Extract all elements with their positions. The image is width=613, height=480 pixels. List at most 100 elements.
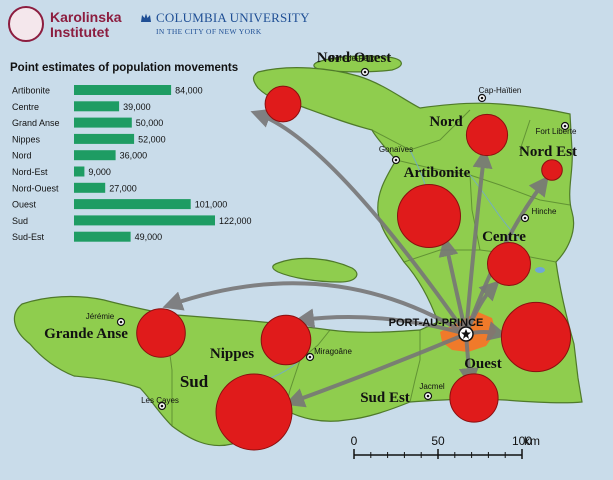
- city-miragoane: Miragoâne: [305, 347, 352, 362]
- karolinska-name: Karolinska Institutet: [50, 9, 122, 40]
- bar-category-ouest: Ouest: [12, 200, 37, 210]
- arrow-to-nippes: [294, 308, 468, 336]
- bar-sud-est: [74, 231, 131, 242]
- city-dot-hinche: [523, 216, 527, 220]
- bar-value-nord: 36,000: [120, 151, 148, 161]
- city-label-jacmel: Jacmel: [419, 382, 445, 391]
- city-dot-jeremie: [119, 320, 123, 324]
- department-label-centre: Centre: [482, 229, 526, 245]
- capital-star-glyph: [461, 329, 471, 339]
- city-dot-les-cayes: [160, 404, 164, 408]
- origin-port-au-prince: PORT-AU-PRINCE: [389, 317, 484, 342]
- city-dot-cap-haitien: [480, 96, 484, 100]
- bar-value-nord-ouest: 27,000: [109, 183, 137, 193]
- department-border-1: [395, 159, 571, 206]
- bubble-nord-ouest: [264, 85, 302, 123]
- city-fort-liberte: Fort Liberte: [536, 121, 577, 136]
- bar-category-sud-est: Sud-Est: [12, 232, 45, 242]
- city-markers: Port-de-Paix Cap-Haïtien Fort Liberte Gonaï…: [86, 54, 577, 411]
- bar-category-artibonite: Artibonite: [12, 86, 50, 96]
- bar-value-ouest: 101,000: [195, 200, 228, 210]
- bar-grand-anse: [74, 117, 132, 128]
- bar-nord-est: [74, 166, 85, 177]
- bubble-sud: [215, 373, 293, 451]
- scale-unit: km: [524, 434, 540, 448]
- bar-sud: [74, 215, 215, 226]
- arrow-to-nord-ouest: [250, 108, 468, 336]
- origin-label: PORT-AU-PRINCE: [389, 317, 484, 329]
- department-label-sud: Sud: [180, 372, 209, 391]
- city-label-jeremie: Jérémie: [86, 312, 115, 321]
- bar-centre: [74, 101, 120, 112]
- scale-tick-label-1: 50: [431, 434, 445, 448]
- bubble-nord-est: [541, 159, 563, 181]
- bar-category-nord-ouest: Nord-Ouest: [12, 183, 59, 193]
- city-dot-miragoane: [308, 355, 312, 359]
- arrow-to-grande-anse: [162, 281, 468, 336]
- department-border-7: [409, 330, 421, 403]
- population-bar-chart: Artibonite 84,000 Centre 39,000 Grand Anse 50…: [12, 85, 252, 242]
- crown-icon: [141, 13, 151, 22]
- bar-category-sud: Sud: [12, 216, 28, 226]
- bubble-artibonite: [397, 184, 461, 248]
- bar-ouest: [74, 199, 191, 210]
- department-label-nord: Nord: [429, 114, 463, 130]
- migration-arrows: [162, 108, 549, 408]
- department-border-0: [371, 109, 471, 151]
- bar-value-grand-anse: 50,000: [136, 118, 164, 128]
- scale-tick-label-2: 100: [512, 434, 532, 448]
- karolinska-logo: Karolinska Institutet: [8, 6, 128, 46]
- city-label-gonaives: Gonaïves: [379, 145, 413, 154]
- city-dot-gonaives: [394, 158, 398, 162]
- bubble-centre: [487, 242, 531, 286]
- bubble-ouest: [500, 301, 572, 373]
- city-label-les-cayes: Les Cayes: [141, 396, 179, 405]
- population-bubbles: [136, 85, 572, 451]
- arrow-to-sud: [284, 332, 468, 408]
- bar-nord: [74, 150, 116, 161]
- department-label-ouest: Ouest: [464, 356, 502, 372]
- city-dot-jacmel: [426, 394, 430, 398]
- bar-value-sud: 122,000: [219, 216, 252, 226]
- bar-value-centre: 39,000: [123, 102, 151, 112]
- city-dot-fort-liberte: [563, 124, 567, 128]
- bubble-sud-est: [449, 373, 499, 423]
- arrow-to-nord: [464, 148, 493, 336]
- city-label-miragoane: Miragoâne: [314, 347, 352, 356]
- department-label-nord-est: Nord Est: [519, 144, 577, 160]
- columbia-tagline: IN THE CITY OF NEW YORK: [156, 27, 262, 36]
- city-dot-port-de-paix: [363, 70, 367, 74]
- lake-peligre: [535, 267, 545, 273]
- bar-artibonite: [74, 85, 172, 95]
- city-port-de-paix: Port-de-Paix: [330, 54, 374, 77]
- bar-value-artibonite: 84,000: [175, 86, 203, 96]
- columbia-name: COLUMBIA UNIVERSITY: [156, 10, 310, 25]
- city-label-cap-haitien: Cap-Haïtien: [479, 86, 522, 95]
- bubble-grande-anse: [136, 308, 186, 358]
- department-label-nippes: Nippes: [210, 346, 254, 362]
- city-jacmel: Jacmel: [419, 382, 445, 401]
- department-border-3: [469, 174, 481, 251]
- city-gonaives: Gonaïves: [379, 145, 413, 165]
- arrow-to-artibonite: [438, 236, 468, 336]
- department-label-sud-est: Sud Est: [360, 390, 410, 406]
- department-label-artibonite: Artibonite: [404, 165, 471, 181]
- bar-nord-ouest: [74, 182, 106, 193]
- city-label-fort-liberte: Fort Liberte: [536, 127, 577, 136]
- department-labels: Nord Ouest Nord Nord Est Artibonite Centre Gr…: [44, 50, 577, 406]
- bar-category-nord-est: Nord-Est: [12, 167, 48, 177]
- bubble-nord: [465, 113, 509, 157]
- city-les-cayes: Les Cayes: [141, 396, 179, 411]
- bar-category-nord: Nord: [12, 151, 32, 161]
- bar-value-nord-est: 9,000: [88, 167, 111, 177]
- bubble-nippes: [260, 314, 312, 366]
- city-jeremie: Jérémie: [86, 312, 126, 327]
- bar-value-nippes: 52,000: [138, 134, 166, 144]
- gonave-island: [272, 257, 358, 283]
- bar-category-centre: Centre: [12, 102, 39, 112]
- city-label-port-de-paix: Port-de-Paix: [330, 54, 374, 63]
- department-label-grande-anse: Grande Anse: [44, 326, 128, 342]
